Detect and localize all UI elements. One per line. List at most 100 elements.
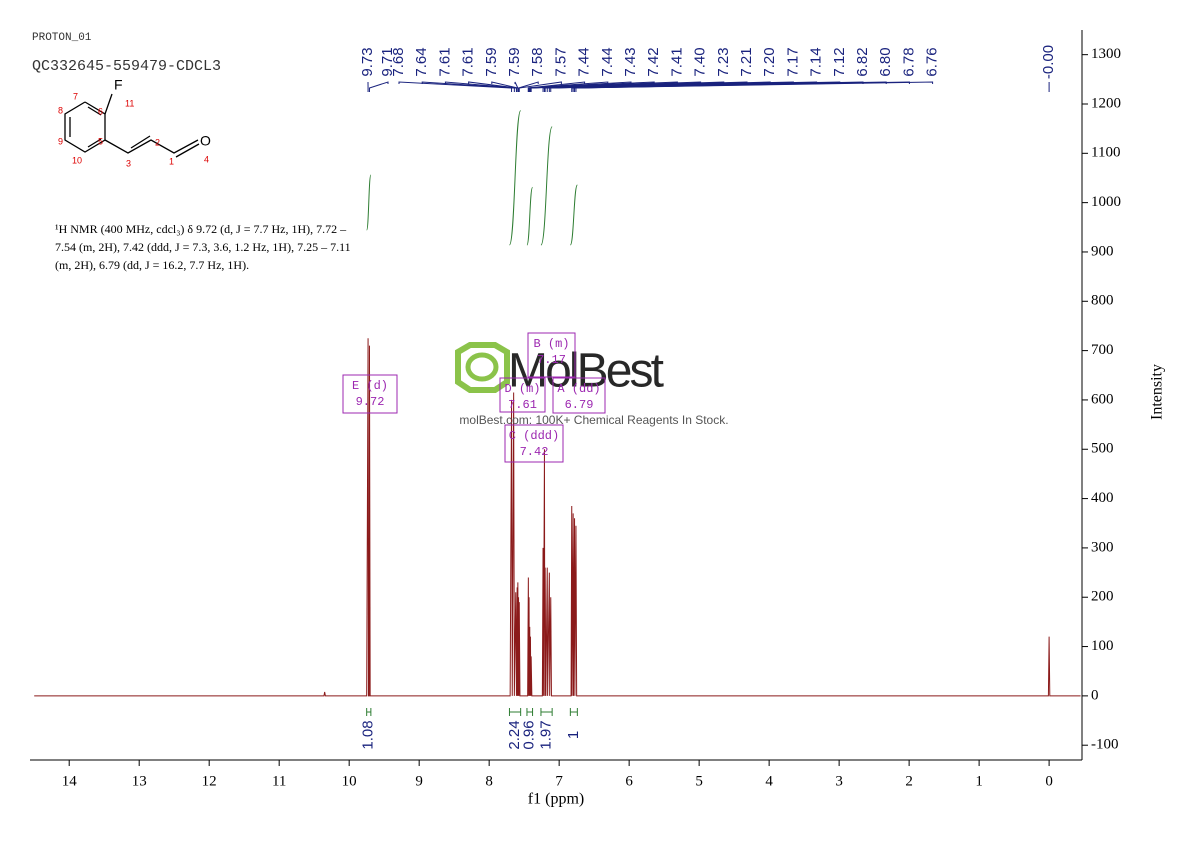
- peak-label: -0.00: [1040, 45, 1057, 79]
- multiplet-box: [499, 377, 546, 413]
- peak-label: 7.61: [460, 47, 477, 76]
- peak-label: 6.82: [854, 47, 871, 76]
- atom-number: 6: [98, 106, 103, 116]
- double-bond: [175, 143, 200, 158]
- peak-label: 6.76: [924, 47, 941, 76]
- peak-label: 7.17: [784, 47, 801, 76]
- peak-label: 9.73: [359, 47, 376, 76]
- x-tick-label: 0: [1045, 773, 1053, 789]
- multiplet-shift: 6.79: [565, 398, 594, 412]
- peak-label: 7.12: [831, 47, 848, 76]
- y-tick-label: 100: [1091, 638, 1114, 654]
- x-tick-label: 8: [485, 773, 493, 789]
- atom-number: 11: [125, 98, 134, 108]
- x-tick-label: 12: [202, 773, 217, 789]
- integral-value: 2.24: [506, 720, 523, 749]
- multiplet-label: E (d): [352, 379, 388, 393]
- integral-value: 0.96: [521, 720, 538, 749]
- peak-label: 7.44: [576, 47, 593, 76]
- y-tick-label: 200: [1091, 589, 1114, 605]
- bond: [104, 93, 113, 115]
- y-tick-label: 1300: [1091, 46, 1121, 62]
- x-axis-label: f1 (ppm): [528, 791, 584, 808]
- description-line: (m, 2H), 6.79 (dd, J = 16.2, 7.7 Hz, 1H)…: [55, 258, 249, 272]
- peak-connector: [575, 81, 934, 92]
- y-tick-label: 1100: [1091, 145, 1120, 161]
- peak-label: 7.21: [738, 47, 755, 76]
- peak-connector: [518, 81, 562, 92]
- atom-number: 10: [72, 155, 82, 165]
- multiplet-shift: 7.61: [508, 398, 537, 412]
- peak-connector: [368, 81, 389, 92]
- peak-connector: [398, 81, 513, 92]
- sample-name: QC332645-559479-CDCL3: [32, 58, 221, 75]
- atom-number: 9: [58, 136, 63, 146]
- watermark-brand: MolBest: [508, 345, 664, 398]
- x-tick-label: 6: [625, 773, 633, 789]
- integral-curve: [508, 110, 522, 246]
- description-line: ¹H NMR (400 MHz, cdcl₃) δ 9.72 (d, J = 7…: [55, 222, 347, 236]
- y-tick-label: 300: [1091, 539, 1114, 555]
- x-tick-label: 2: [905, 773, 913, 789]
- multiplet-box: [527, 332, 576, 378]
- atom-label: O: [200, 133, 211, 149]
- peak-label: 7.40: [692, 47, 709, 76]
- x-tick-label: 10: [342, 773, 357, 789]
- integral-curve: [569, 184, 578, 246]
- x-tick-label: 4: [765, 773, 773, 789]
- y-tick-label: 800: [1091, 293, 1114, 309]
- y-tick-label: 700: [1091, 342, 1114, 358]
- x-tick-label: 5: [695, 773, 703, 789]
- multiplet-label: C (ddd): [509, 429, 559, 443]
- atom-number: 5: [98, 136, 103, 146]
- multiplet-label: B (m): [533, 337, 569, 351]
- x-tick-label: 9: [415, 773, 423, 789]
- multiplet-box: [342, 374, 398, 414]
- description-line: 7.54 (m, 2H), 7.42 (ddd, J = 7.3, 3.6, 1…: [55, 240, 351, 254]
- double-bond: [87, 106, 102, 116]
- atom-label: F: [114, 77, 123, 93]
- watermark-tagline: molBest.com: 100K+ Chemical Reagents In …: [459, 413, 728, 427]
- atom-number: 2: [155, 137, 160, 147]
- x-tick-label: 7: [555, 773, 563, 789]
- x-tick-label: 13: [132, 773, 147, 789]
- peak-connector: [514, 81, 519, 92]
- double-bond: [87, 138, 102, 148]
- peak-label: 7.59: [483, 47, 500, 76]
- y-tick-label: -100: [1091, 737, 1119, 753]
- chain: [104, 139, 199, 154]
- atom-number: 7: [73, 91, 78, 101]
- integral-curve: [526, 186, 534, 246]
- multiplet-shift: 7.17: [537, 353, 566, 367]
- peak-connector: [518, 81, 539, 92]
- peak-connector: [468, 81, 517, 92]
- experiment-name: PROTON_01: [32, 32, 92, 44]
- x-tick-label: 14: [62, 773, 78, 789]
- y-tick-label: 0: [1091, 687, 1099, 703]
- double-bond: [130, 135, 151, 149]
- peak-label: 7.64: [413, 47, 430, 76]
- integral-value: 1.08: [360, 720, 377, 749]
- y-tick-label: 1200: [1091, 95, 1121, 111]
- multiplet-label: D (m): [504, 382, 540, 396]
- atom-number: 3: [126, 158, 131, 168]
- multiplet-box: [504, 424, 564, 463]
- peak-label: 7.44: [599, 47, 616, 76]
- peak-label: 7.14: [808, 47, 825, 76]
- x-tick-label: 11: [272, 773, 286, 789]
- peak-connector: [421, 81, 515, 92]
- atom-number: 8: [58, 105, 63, 115]
- y-tick-label: 900: [1091, 243, 1114, 259]
- molecule: [64, 93, 200, 158]
- peak-label: 7.20: [761, 47, 778, 76]
- x-tick-label: 1: [975, 773, 983, 789]
- multiplet-label: A (dd): [557, 382, 600, 396]
- peak-label: 7.68: [390, 47, 407, 76]
- atom-number: 4: [204, 154, 209, 164]
- multiplet-shift: 9.72: [356, 395, 385, 409]
- x-tick-label: 3: [835, 773, 843, 789]
- y-axis-label: Intensity: [1149, 364, 1166, 420]
- atom-number: 1: [169, 156, 174, 166]
- peak-label: 7.43: [622, 47, 639, 76]
